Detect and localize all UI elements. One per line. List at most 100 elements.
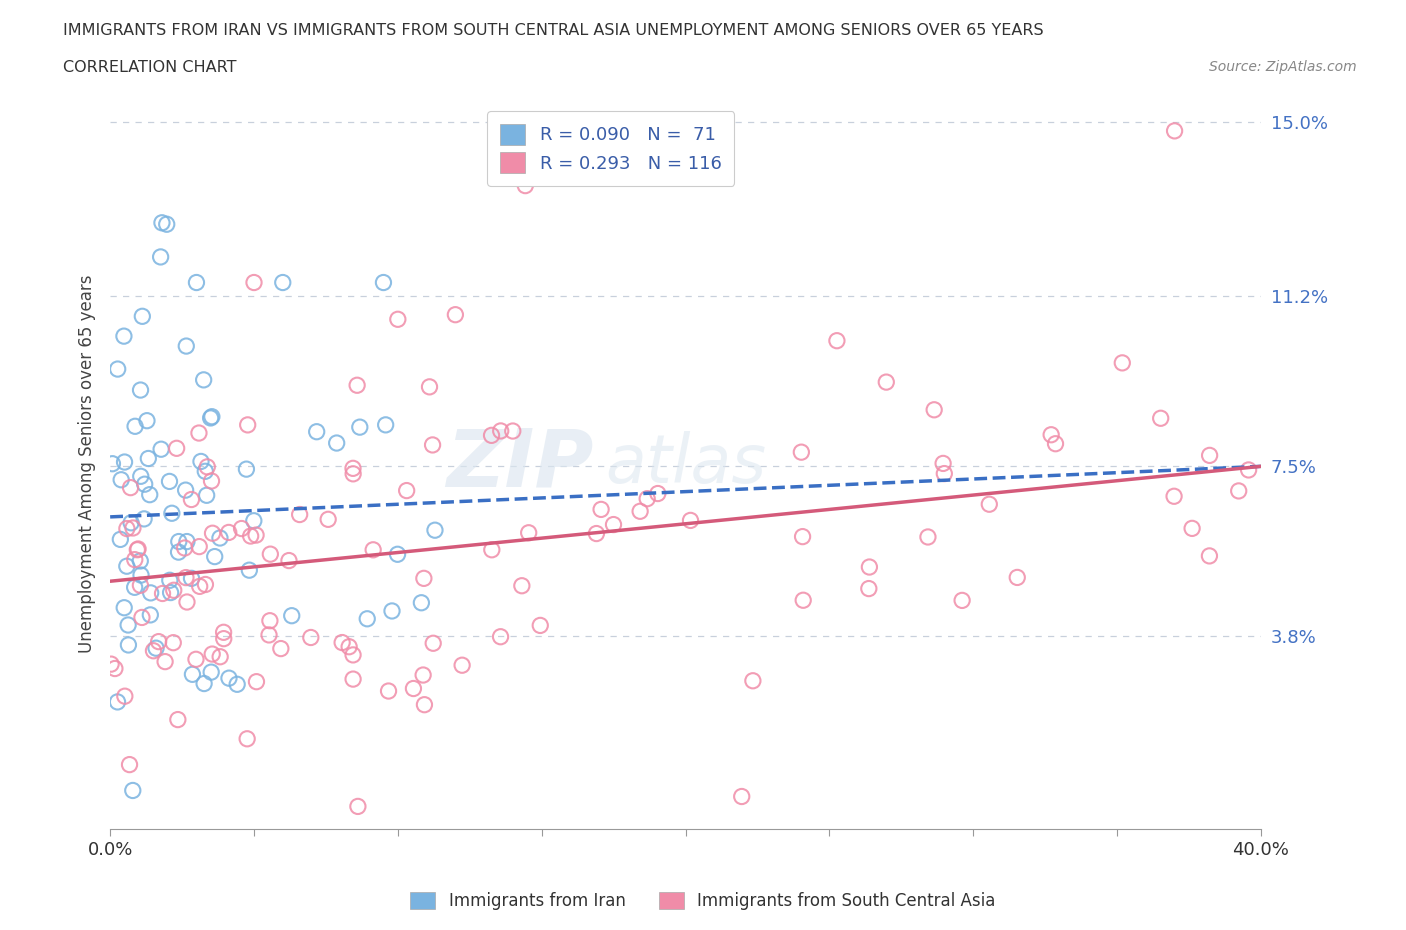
Point [174,570,197,585]
Point [316,512,339,526]
Point [120,480,142,495]
Point [193,676,215,691]
Point [342,647,364,662]
Point [139,607,162,622]
Point [176,534,198,549]
Point [731,789,754,804]
Point [163,583,186,598]
Point [150,216,173,231]
Point [112,328,135,343]
Point [188,539,211,554]
Point [418,379,440,394]
Point [200,410,222,425]
Point [209,649,232,664]
Point [932,456,955,471]
Point [346,378,368,392]
Point [132,512,155,526]
Point [200,665,222,680]
Point [176,594,198,609]
Point [159,573,181,588]
Point [104,661,127,676]
Point [166,712,188,727]
Point [156,217,179,232]
Point [243,275,266,290]
Point [118,757,141,772]
Text: CORRELATION CHART: CORRELATION CHART [63,60,236,75]
Point [180,492,202,507]
Point [114,455,136,470]
Point [529,618,551,632]
Point [124,552,146,567]
Point [259,613,281,628]
Point [193,372,215,387]
Point [245,527,267,542]
Point [124,418,146,433]
Point [515,179,537,193]
Point [591,502,613,517]
Point [444,307,467,322]
Point [342,461,364,476]
Point [129,567,152,582]
Point [236,731,259,746]
Point [201,525,224,540]
Point [136,413,159,428]
Point [190,454,212,469]
Point [153,654,176,669]
Point [489,423,512,438]
Point [381,604,404,618]
Point [337,639,360,654]
Point [349,419,371,434]
Point [280,608,302,623]
Point [115,521,138,536]
Point [127,541,149,556]
Point [422,437,444,452]
Point [167,534,190,549]
Point [792,529,814,544]
Point [174,483,197,498]
Point [423,523,446,538]
Point [1237,462,1260,477]
Point [1163,489,1185,504]
Point [180,571,202,586]
Point [127,542,149,557]
Point [121,783,143,798]
Point [226,677,249,692]
Point [114,689,136,704]
Point [342,671,364,686]
Point [412,668,434,683]
Point [129,382,152,397]
Point [402,681,425,696]
Point [204,549,226,564]
Point [195,488,218,503]
Point [131,309,153,324]
Point [139,585,162,600]
Point [245,674,267,689]
Point [451,658,474,672]
Point [162,635,184,650]
Point [194,577,217,591]
Point [184,652,207,667]
Point [373,275,395,290]
Point [342,466,364,481]
Point [679,513,702,528]
Point [238,563,260,578]
Point [875,375,897,390]
Point [259,547,281,562]
Point [131,610,153,625]
Point [858,581,880,596]
Point [235,461,257,476]
Point [790,445,813,459]
Point [481,428,503,443]
Point [129,469,152,484]
Point [305,424,328,439]
Text: IMMIGRANTS FROM IRAN VS IMMIGRANTS FROM SOUTH CENTRAL ASIA UNEMPLOYMENT AMONG SE: IMMIGRANTS FROM IRAN VS IMMIGRANTS FROM … [63,23,1043,38]
Point [1150,411,1173,426]
Point [112,600,135,615]
Point [166,441,188,456]
Point [201,646,224,661]
Point [115,559,138,574]
Point [1040,427,1063,442]
Point [129,578,152,592]
Point [858,560,880,575]
Point [387,312,409,326]
